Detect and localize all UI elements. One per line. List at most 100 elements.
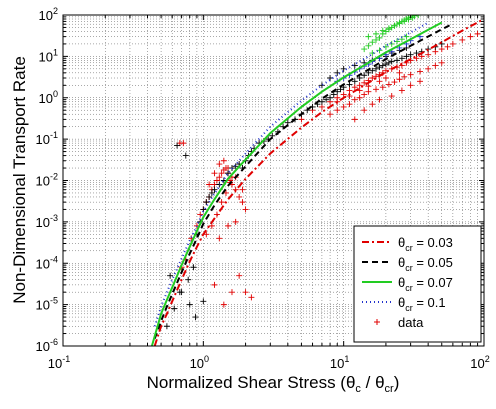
data-point	[365, 83, 372, 90]
data-point	[373, 30, 380, 37]
data-point	[417, 68, 424, 75]
data-point	[203, 199, 210, 206]
data-point	[401, 18, 408, 25]
data-point	[185, 276, 192, 283]
data-point	[318, 98, 325, 105]
data-point	[236, 193, 243, 200]
data-point	[379, 62, 386, 69]
data-point	[407, 51, 414, 58]
data-point	[232, 163, 239, 170]
data-point	[351, 78, 358, 85]
data-point	[192, 314, 199, 321]
data-point	[346, 81, 353, 88]
data-point	[382, 61, 389, 68]
data-point	[236, 272, 243, 279]
data-point	[394, 57, 401, 64]
legend-label: θcr = 0.05	[398, 255, 453, 273]
data-point	[385, 81, 392, 88]
data-point	[334, 88, 341, 95]
data-point	[171, 305, 178, 312]
data-point	[407, 71, 414, 78]
data-point	[425, 65, 432, 72]
data-point	[405, 16, 412, 23]
data-point	[228, 289, 235, 296]
data-point	[432, 62, 439, 69]
data-point	[220, 301, 227, 308]
data-point	[351, 84, 358, 91]
x-tick-label: 100	[190, 354, 209, 371]
data-point	[220, 157, 227, 164]
data-point	[327, 75, 334, 82]
data-point	[340, 103, 347, 110]
data-point	[225, 170, 232, 177]
data-point	[376, 34, 383, 41]
data-point	[474, 30, 481, 37]
data-point	[216, 235, 223, 242]
data-point	[361, 79, 368, 86]
data-point	[444, 43, 451, 50]
data-point	[318, 103, 325, 110]
data-point	[388, 40, 395, 47]
data-point	[459, 36, 466, 43]
y-tick-label: 10-2	[36, 172, 58, 189]
data-point	[369, 101, 376, 108]
y-tick-label: 10-4	[36, 254, 58, 271]
data-point	[417, 78, 424, 85]
data-point	[197, 211, 204, 218]
data-point	[163, 323, 170, 330]
data-point	[376, 78, 383, 85]
y-tick-label: 10-6	[36, 337, 58, 354]
data-point	[206, 181, 213, 188]
data-point	[376, 47, 383, 54]
data-point	[216, 174, 223, 181]
data-point	[425, 51, 432, 58]
data-point	[391, 79, 398, 86]
data-point	[327, 111, 334, 118]
data-point	[373, 65, 380, 72]
data-point	[298, 116, 305, 123]
data-point	[218, 199, 225, 206]
legend-label: θcr = 0.03	[398, 235, 453, 253]
y-tick-label: 10-1	[36, 130, 58, 147]
data-point	[167, 272, 174, 279]
data-point	[323, 96, 330, 103]
data-point	[242, 206, 249, 213]
data-point	[365, 33, 372, 40]
data-point	[388, 93, 395, 100]
data-point	[211, 170, 218, 177]
data-point	[213, 177, 220, 184]
series-line-0_07	[150, 21, 443, 346]
data-point	[385, 25, 392, 32]
legend-box	[353, 225, 482, 343]
data-point	[356, 94, 363, 101]
data-point	[391, 22, 398, 29]
data-point	[449, 40, 456, 47]
data-point	[186, 301, 193, 308]
data-point	[385, 59, 392, 66]
data-point	[211, 186, 218, 193]
data-point	[216, 161, 223, 168]
data-point	[379, 27, 386, 34]
x-tick-label: 10-1	[48, 354, 70, 371]
data-point	[373, 86, 380, 93]
data-point	[242, 289, 249, 296]
data-point	[200, 298, 207, 305]
data-point	[369, 39, 376, 46]
data-point	[413, 50, 420, 57]
data-point	[211, 281, 218, 288]
data-point	[206, 193, 213, 200]
data-point	[327, 94, 334, 101]
y-tick-label: 10-5	[36, 296, 58, 313]
data-point	[239, 199, 246, 206]
data-point	[330, 91, 337, 98]
data-point	[369, 67, 376, 74]
y-tick-label: 102	[39, 6, 58, 23]
legend-label: θcr = 0.1	[398, 295, 446, 313]
data-point	[396, 76, 403, 83]
data-point	[467, 33, 474, 40]
series-layer	[150, 15, 484, 346]
data-point	[334, 107, 341, 114]
data-point	[361, 107, 368, 114]
data-point	[239, 186, 246, 193]
data-point	[376, 96, 383, 103]
